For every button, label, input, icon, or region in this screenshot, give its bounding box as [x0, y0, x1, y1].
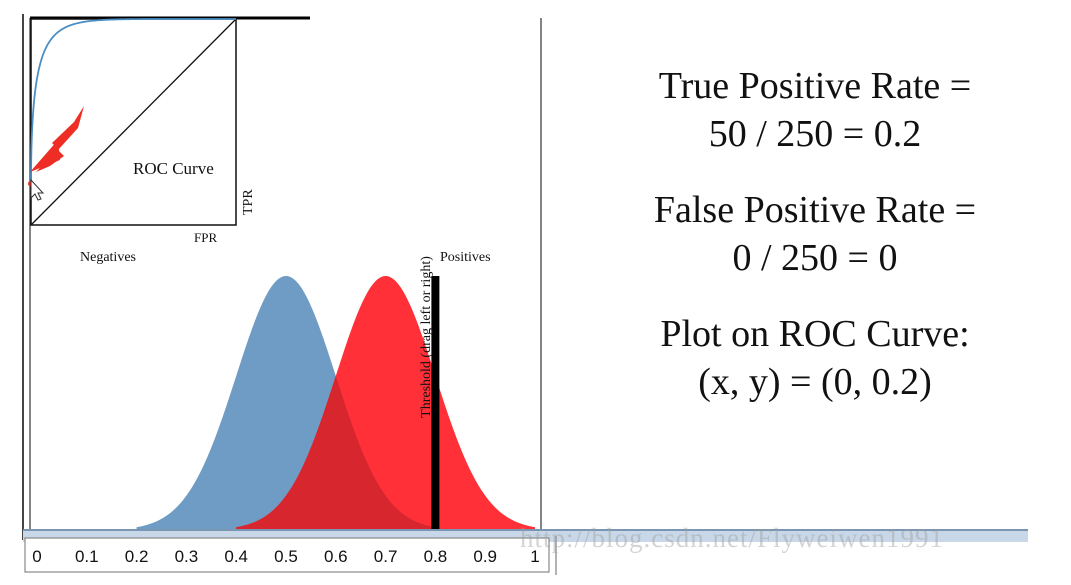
tpr-line-2: 50 / 250 = 0.2 [708, 113, 922, 155]
x-tick-label: 0.1 [75, 547, 99, 566]
plot-line-2: (x, y) = (0, 0.2) [698, 361, 932, 403]
plot-line-1: Plot on ROC Curve: [660, 313, 970, 355]
mouse-cursor-icon [30, 178, 45, 201]
x-tick-label: 0.5 [274, 547, 298, 566]
positives-label: Positives [440, 250, 491, 265]
tpr-line-1: True Positive Rate = [658, 65, 972, 107]
x-tick-label: 0.9 [473, 547, 497, 566]
roc-curve-line [30, 18, 236, 184]
rate-equations-panel: True Positive Rate = 50 / 250 = 0.2 Fals… [560, 62, 1070, 434]
tick-label-box [24, 537, 550, 573]
roc-title: ROC Curve [133, 159, 214, 178]
plot-equation: Plot on ROC Curve: (x, y) = (0, 0.2) [560, 310, 1070, 406]
roc-diagonal [30, 18, 237, 226]
x-axis-bar [23, 529, 1028, 575]
roc-inset: ROC Curve TPR FPR [28, 18, 256, 245]
x-tick-labels: 0 0.1 0.2 0.3 0.4 0.5 0.6 0.7 0.8 0.9 1 [32, 547, 539, 566]
negatives-label: Negatives [80, 250, 136, 265]
x-tick-label: 0.7 [374, 547, 398, 566]
x-tick-label: 0.6 [324, 547, 348, 566]
overlap-region [236, 375, 436, 530]
fpr-line-1: False Positive Rate = [653, 189, 977, 231]
fpr-line-2: 0 / 250 = 0 [732, 237, 898, 279]
x-tick-label: 0.2 [125, 547, 149, 566]
roc-ylabel: TPR [241, 189, 256, 215]
distributions [136, 276, 535, 530]
fpr-equation: False Positive Rate = 0 / 250 = 0 [560, 186, 1070, 282]
x-tick-label: 0.4 [224, 547, 248, 566]
x-tick-label: 0.3 [175, 547, 199, 566]
x-tick-label: 1 [530, 547, 539, 566]
x-tick-label: 0.8 [424, 547, 448, 566]
watermark-text: http://blog.csdn.net/Flyweiwen1991 [520, 523, 944, 553]
arrow-pointer-icon [30, 106, 84, 172]
threshold-label: Threshold (drag left or right) [419, 256, 434, 418]
tpr-equation: True Positive Rate = 50 / 250 = 0.2 [560, 62, 1070, 158]
x-tick-label: 0 [32, 547, 41, 566]
roc-xlabel: FPR [194, 230, 217, 245]
